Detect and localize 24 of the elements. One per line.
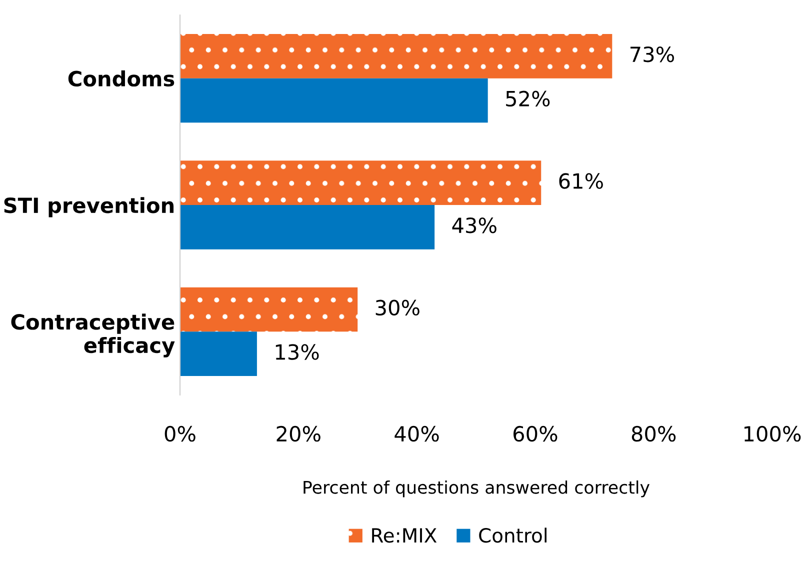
bar — [180, 287, 358, 332]
data-label: 43% — [452, 217, 496, 234]
data-label: 61% — [559, 173, 603, 189]
legend-label: Control — [479, 528, 546, 543]
x-tick-label: 20% — [276, 426, 320, 442]
y-tick-label: Contraceptive efficacy — [11, 314, 175, 358]
data-label: 52% — [506, 90, 550, 107]
y-tick-label: Condoms — [68, 70, 174, 87]
data-label: 73% — [630, 46, 674, 62]
data-label: 13% — [276, 344, 319, 360]
x-tick-label: 80% — [632, 426, 676, 442]
y-tick-label: STI prevention — [4, 197, 174, 218]
x-tick-label: 60% — [514, 426, 558, 442]
bar — [180, 205, 435, 250]
bar — [180, 160, 542, 205]
legend-label: Re:MIX — [372, 528, 437, 543]
x-tick-label: 40% — [394, 426, 439, 442]
x-tick-label: 100% — [744, 426, 801, 442]
x-tick-label: 0% — [164, 426, 196, 442]
x-axis-title: Percent of questions answered correctly — [304, 480, 650, 498]
bar — [180, 34, 612, 78]
bar — [180, 78, 488, 123]
data-label: 30% — [376, 300, 420, 316]
bar — [180, 332, 257, 376]
